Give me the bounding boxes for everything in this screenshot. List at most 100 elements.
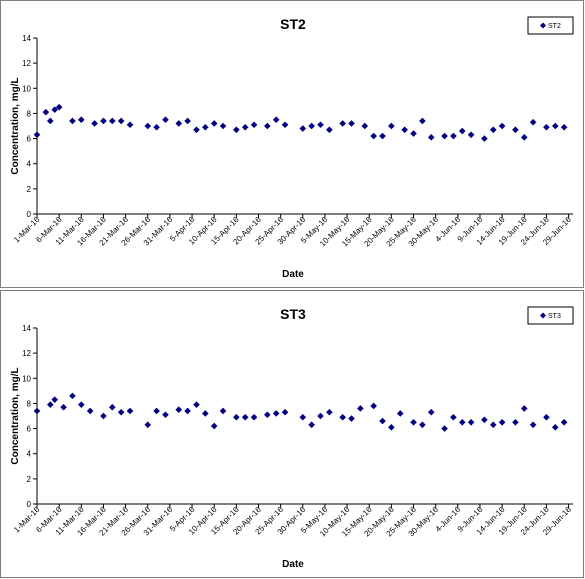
data-point [91,120,98,127]
y-tick-label: 2 [27,475,32,484]
data-point [175,406,183,414]
y-tick-label: 14 [22,324,31,333]
data-point [184,117,191,125]
data-point [529,118,537,126]
legend-label: ST3 [548,313,561,320]
data-point [69,117,76,125]
data-point [326,408,333,416]
y-axis-title: Concentration, mg/L [10,77,21,174]
data-point [551,424,559,431]
chart-panel-st2: ST2 0 2 4 6 8 10 12 14 1-Mar-16 6-Mar-16 11-Mar-16 1… [0,0,584,288]
data-point [357,405,364,412]
data-point [281,121,289,129]
data-point [109,117,116,125]
data-point [379,132,386,140]
data-point [33,407,41,415]
data-point [46,117,54,125]
data-point [427,408,435,416]
data-point [233,126,240,134]
data-point [264,122,271,130]
data-point [317,412,324,420]
data-point [55,103,63,111]
data-point [219,122,227,130]
data-point [308,421,315,429]
y-tick-label: 8 [27,109,32,118]
data-point [162,411,169,419]
y-tick-label: 6 [27,135,32,144]
data-point [498,122,506,130]
data-point [42,108,50,116]
data-point [264,411,271,419]
y-axis-title: Concentration, mg/L [10,367,21,464]
y-tick-label: 8 [27,399,32,408]
y-tick-label: 2 [27,185,32,194]
data-point [202,410,209,417]
chart-st3: ST3024681012141-Mar-166-Mar-1611-Mar-161… [10,306,574,570]
data-point [126,121,134,129]
data-point [339,413,346,421]
data-point [489,421,497,429]
data-point [551,122,559,130]
y-tick-label: 14 [22,34,31,43]
data-point [241,123,249,131]
data-point [241,413,249,421]
data-point [175,120,183,127]
y-tick-label: 4 [27,160,32,169]
data-point [233,413,240,421]
chart-st2: ST2024681012141-Mar-166-Mar-1611-Mar-161… [10,16,574,280]
legend-box [527,16,574,35]
legend: ST2 [527,16,574,35]
data-point [379,417,386,425]
y-tick-label: 12 [22,59,31,68]
chart-panel-st3: ST3 0 2 4 6 8 10 12 14 1-Mar-16 6-Mar-16 11-Mar-16 1… [0,290,584,578]
data-point [410,418,417,426]
data-point [272,410,280,417]
data-point [69,392,76,400]
data-point [117,117,125,125]
data-point [126,407,134,415]
data-point [450,132,457,140]
data-point [272,116,280,124]
data-point [396,410,404,417]
data-point [153,407,160,415]
data-point [250,413,258,421]
data-point [144,122,152,130]
data-point [560,418,568,426]
data-point [348,415,355,422]
data-point [250,121,258,129]
data-point [467,131,475,139]
data-point [77,401,85,408]
data-point [441,132,448,140]
data-point [117,408,125,416]
data-point [419,421,426,429]
data-point [184,407,191,415]
data-point [33,131,41,139]
data-point [219,407,227,415]
data-point [193,401,200,408]
data-point [86,407,94,415]
data-point [410,130,417,137]
data-point [100,117,107,125]
data-point [520,405,528,412]
data-point [481,416,488,424]
x-axis-title: Date [282,559,304,570]
data-point [153,123,160,131]
data-point [529,421,537,429]
data-point [77,116,85,124]
data-point [543,413,550,421]
data-point [560,123,568,131]
data-point [458,418,466,426]
data-point [450,413,457,421]
data-point [388,424,395,431]
data-point [520,134,528,141]
data-point [401,126,408,134]
legend-box [527,306,574,325]
y-tick-label: 4 [27,450,32,459]
data-point [109,403,116,411]
chart-title: ST2 [280,16,306,32]
data-point [162,116,169,124]
data-point [210,120,218,127]
data-point [202,123,209,131]
data-point [51,106,59,113]
y-tick-label: 12 [22,349,31,358]
